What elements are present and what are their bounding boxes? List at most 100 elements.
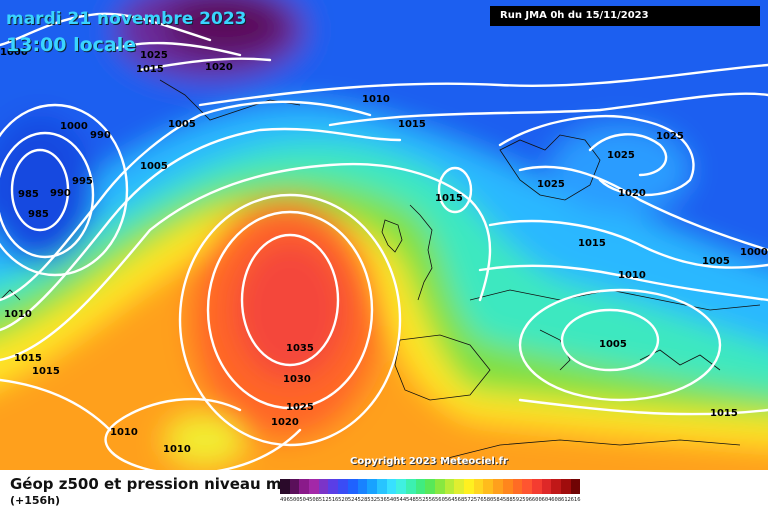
scale-label: 576 — [473, 497, 484, 503]
isobar-label: 1015 — [398, 119, 426, 130]
scale-label: 544 — [396, 497, 407, 503]
scale-label: 584 — [493, 497, 504, 503]
legend-footer: Géop z500 et pression niveau mer (+156h)… — [0, 470, 768, 512]
scale-label: 588 — [502, 497, 513, 503]
scale-label: 560 — [435, 497, 445, 503]
forecast-date: mardi 21 novembre 2023 — [6, 9, 247, 29]
scale-swatch: 496 — [280, 479, 290, 503]
scale-swatch: 508 — [309, 479, 319, 503]
isobar-label: 1020 — [205, 62, 233, 73]
isobar-label: 1015 — [578, 238, 606, 249]
scale-label: 528 — [357, 497, 368, 503]
isobar-label: 1035 — [286, 343, 314, 354]
scale-label: 548 — [405, 497, 416, 503]
scale-label: 580 — [483, 497, 494, 503]
scale-label: 552 — [415, 497, 426, 503]
isobar-label: 1030 — [283, 374, 311, 385]
scale-swatch: 608 — [551, 479, 561, 503]
forecast-lead-time: (+156h) — [10, 494, 61, 507]
scale-label: 500 — [289, 497, 300, 503]
isobar-label: 1010 — [110, 427, 138, 438]
isobar-label: 985 — [18, 189, 39, 200]
forecast-time: 13:00 locale — [6, 34, 137, 56]
scale-label: 616 — [570, 497, 581, 503]
scale-swatch: 588 — [502, 479, 513, 503]
scale-swatch: 536 — [376, 479, 387, 503]
isobar-label: 1015 — [14, 353, 42, 364]
isobar-label: 1010 — [362, 94, 390, 105]
scale-label: 612 — [560, 497, 571, 503]
scale-label: 604 — [541, 497, 552, 503]
scale-swatch: 576 — [473, 479, 484, 503]
scale-swatch: 564 — [444, 479, 455, 503]
scale-label: 564 — [444, 497, 455, 503]
scale-label: 508 — [309, 497, 319, 503]
scale-swatch: 504 — [299, 479, 309, 503]
scale-swatch: 516 — [328, 479, 338, 503]
isobar-label: 1025 — [607, 150, 635, 161]
scale-swatch: 592 — [512, 479, 522, 503]
isobar-label: 1015 — [136, 64, 164, 75]
scale-swatch: 528 — [357, 479, 367, 503]
scale-label: 572 — [464, 497, 474, 503]
color-scale: 496 500 504 508 512 516 520 524 528 532 536 540 544 5… — [280, 479, 581, 511]
isobar-label: 1005 — [702, 256, 730, 267]
scale-swatch: 568 — [454, 479, 464, 503]
isobar-label: 1000 — [740, 247, 768, 258]
scale-swatch: 584 — [493, 479, 503, 503]
isobar-label: 1025 — [140, 50, 168, 61]
scale-label: 520 — [338, 497, 349, 503]
isobar-label: 1010 — [163, 444, 191, 455]
isobar-label: 990 — [90, 130, 111, 141]
isobar-label: 985 — [28, 209, 49, 220]
isobar-label: 990 — [50, 188, 71, 199]
weather-map: 1000 990 995 985 990 985 1000 1025 1015 … — [0, 0, 768, 470]
scale-swatch: 600 — [531, 479, 542, 503]
isobar-label: 1020 — [618, 188, 646, 199]
scale-swatch: 556 — [425, 479, 435, 503]
scale-label: 496 — [280, 497, 290, 503]
isobar-labels: 1000 990 995 985 990 985 1000 1025 1015 … — [0, 47, 768, 455]
scale-label: 532 — [367, 497, 378, 503]
scale-swatch: 560 — [435, 479, 445, 503]
scale-swatch: 572 — [464, 479, 474, 503]
copyright-notice: Copyright 2023 Meteociel.fr — [350, 456, 508, 467]
scale-swatch: 616 — [570, 479, 581, 503]
isobar-label: 1005 — [599, 339, 627, 350]
scale-label: 504 — [299, 497, 310, 503]
isobar-label: 995 — [72, 176, 93, 187]
isobar-label: 1005 — [168, 119, 196, 130]
scale-label: 536 — [376, 497, 387, 503]
scale-label: 512 — [318, 497, 329, 503]
isobar-label: 1020 — [271, 417, 299, 428]
scale-label: 524 — [347, 497, 358, 503]
isobar-label: 1015 — [710, 408, 738, 419]
scale-swatch: 520 — [338, 479, 348, 503]
scale-label: 556 — [425, 497, 436, 503]
isobar-label: 1015 — [32, 366, 60, 377]
isobar-label: 1000 — [60, 121, 88, 132]
isobar-label: 1000 — [0, 47, 28, 58]
scale-swatch: 532 — [367, 479, 377, 503]
scale-swatch: 596 — [522, 479, 532, 503]
scale-swatch: 612 — [560, 479, 571, 503]
scale-swatch: 540 — [386, 479, 397, 503]
scale-label: 592 — [512, 497, 523, 503]
isobar-label: 1010 — [618, 270, 646, 281]
isobar-label: 1005 — [140, 161, 168, 172]
map-canvas: 1000 990 995 985 990 985 1000 1025 1015 … — [0, 0, 768, 470]
isobars — [0, 12, 768, 470]
isobar-label: 1025 — [656, 131, 684, 142]
isobar-label: 1025 — [286, 402, 314, 413]
isobar-label: 1025 — [537, 179, 565, 190]
scale-swatch: 548 — [405, 479, 416, 503]
scale-swatch: 552 — [415, 479, 426, 503]
scale-swatch: 544 — [396, 479, 406, 503]
map-title: Géop z500 et pression niveau mer — [10, 475, 300, 493]
scale-label: 540 — [386, 497, 397, 503]
scale-swatch: 512 — [318, 479, 329, 503]
scale-label: 596 — [522, 497, 533, 503]
scale-swatch: 604 — [541, 479, 552, 503]
model-run-label: Run JMA 0h du 15/11/2023 — [490, 6, 760, 26]
scale-label: 516 — [328, 497, 339, 503]
